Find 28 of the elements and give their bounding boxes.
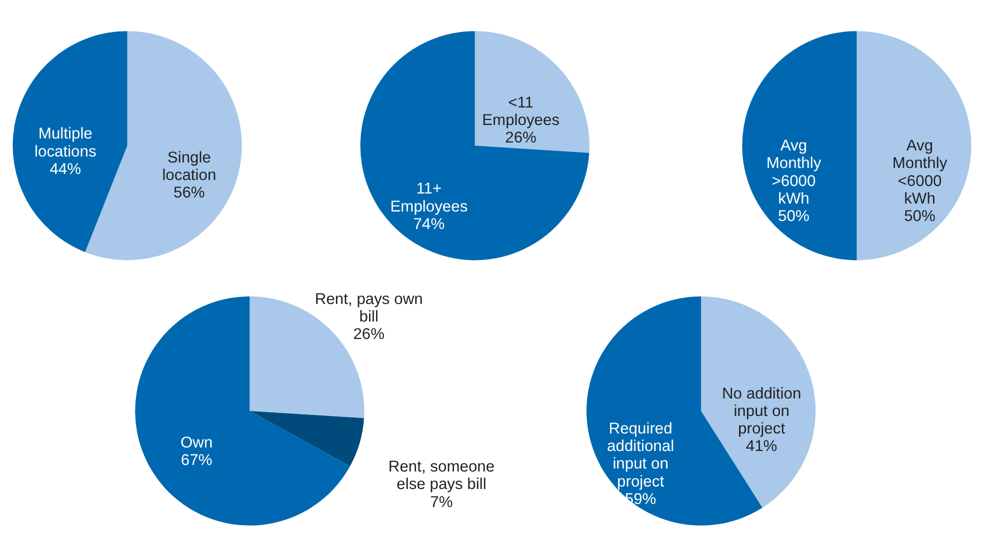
data-label: 50% <box>778 208 810 226</box>
data-label: 56% <box>174 184 205 202</box>
pie-slice <box>742 31 857 260</box>
pie-slice <box>701 296 816 508</box>
data-label: 67% <box>180 452 212 469</box>
slice-label: Rent, someone else pays bill <box>388 458 495 494</box>
pie-slice <box>474 31 590 153</box>
slice-label: Rent, pays own bill <box>314 290 423 326</box>
data-label: 74% <box>413 216 445 233</box>
slice-label: Avg Monthly <6000 kWh <box>892 138 948 208</box>
data-label: 41% <box>746 438 778 456</box>
slice-label: <11 Employees <box>482 94 560 130</box>
data-label: 26% <box>505 130 537 147</box>
slice-label: Multiple locations <box>34 126 96 160</box>
pie-slice <box>250 410 364 466</box>
slice-label: Required additional input on project <box>607 420 674 490</box>
slice-label: Own <box>180 434 213 452</box>
slice-label: 11+ Employees <box>390 180 468 216</box>
data-label: 44% <box>50 160 82 178</box>
pie-slice <box>12 31 128 252</box>
slice-label: Avg Monthly >6000 kWh <box>766 138 822 208</box>
data-label: 26% <box>353 326 385 344</box>
slice-label: Single location <box>162 149 216 184</box>
pie-slice <box>856 31 972 260</box>
data-label: 7% <box>430 494 453 511</box>
slice-label: No addition input on project <box>722 385 802 438</box>
data-label: 50% <box>904 208 936 226</box>
pie-slice <box>360 31 590 260</box>
